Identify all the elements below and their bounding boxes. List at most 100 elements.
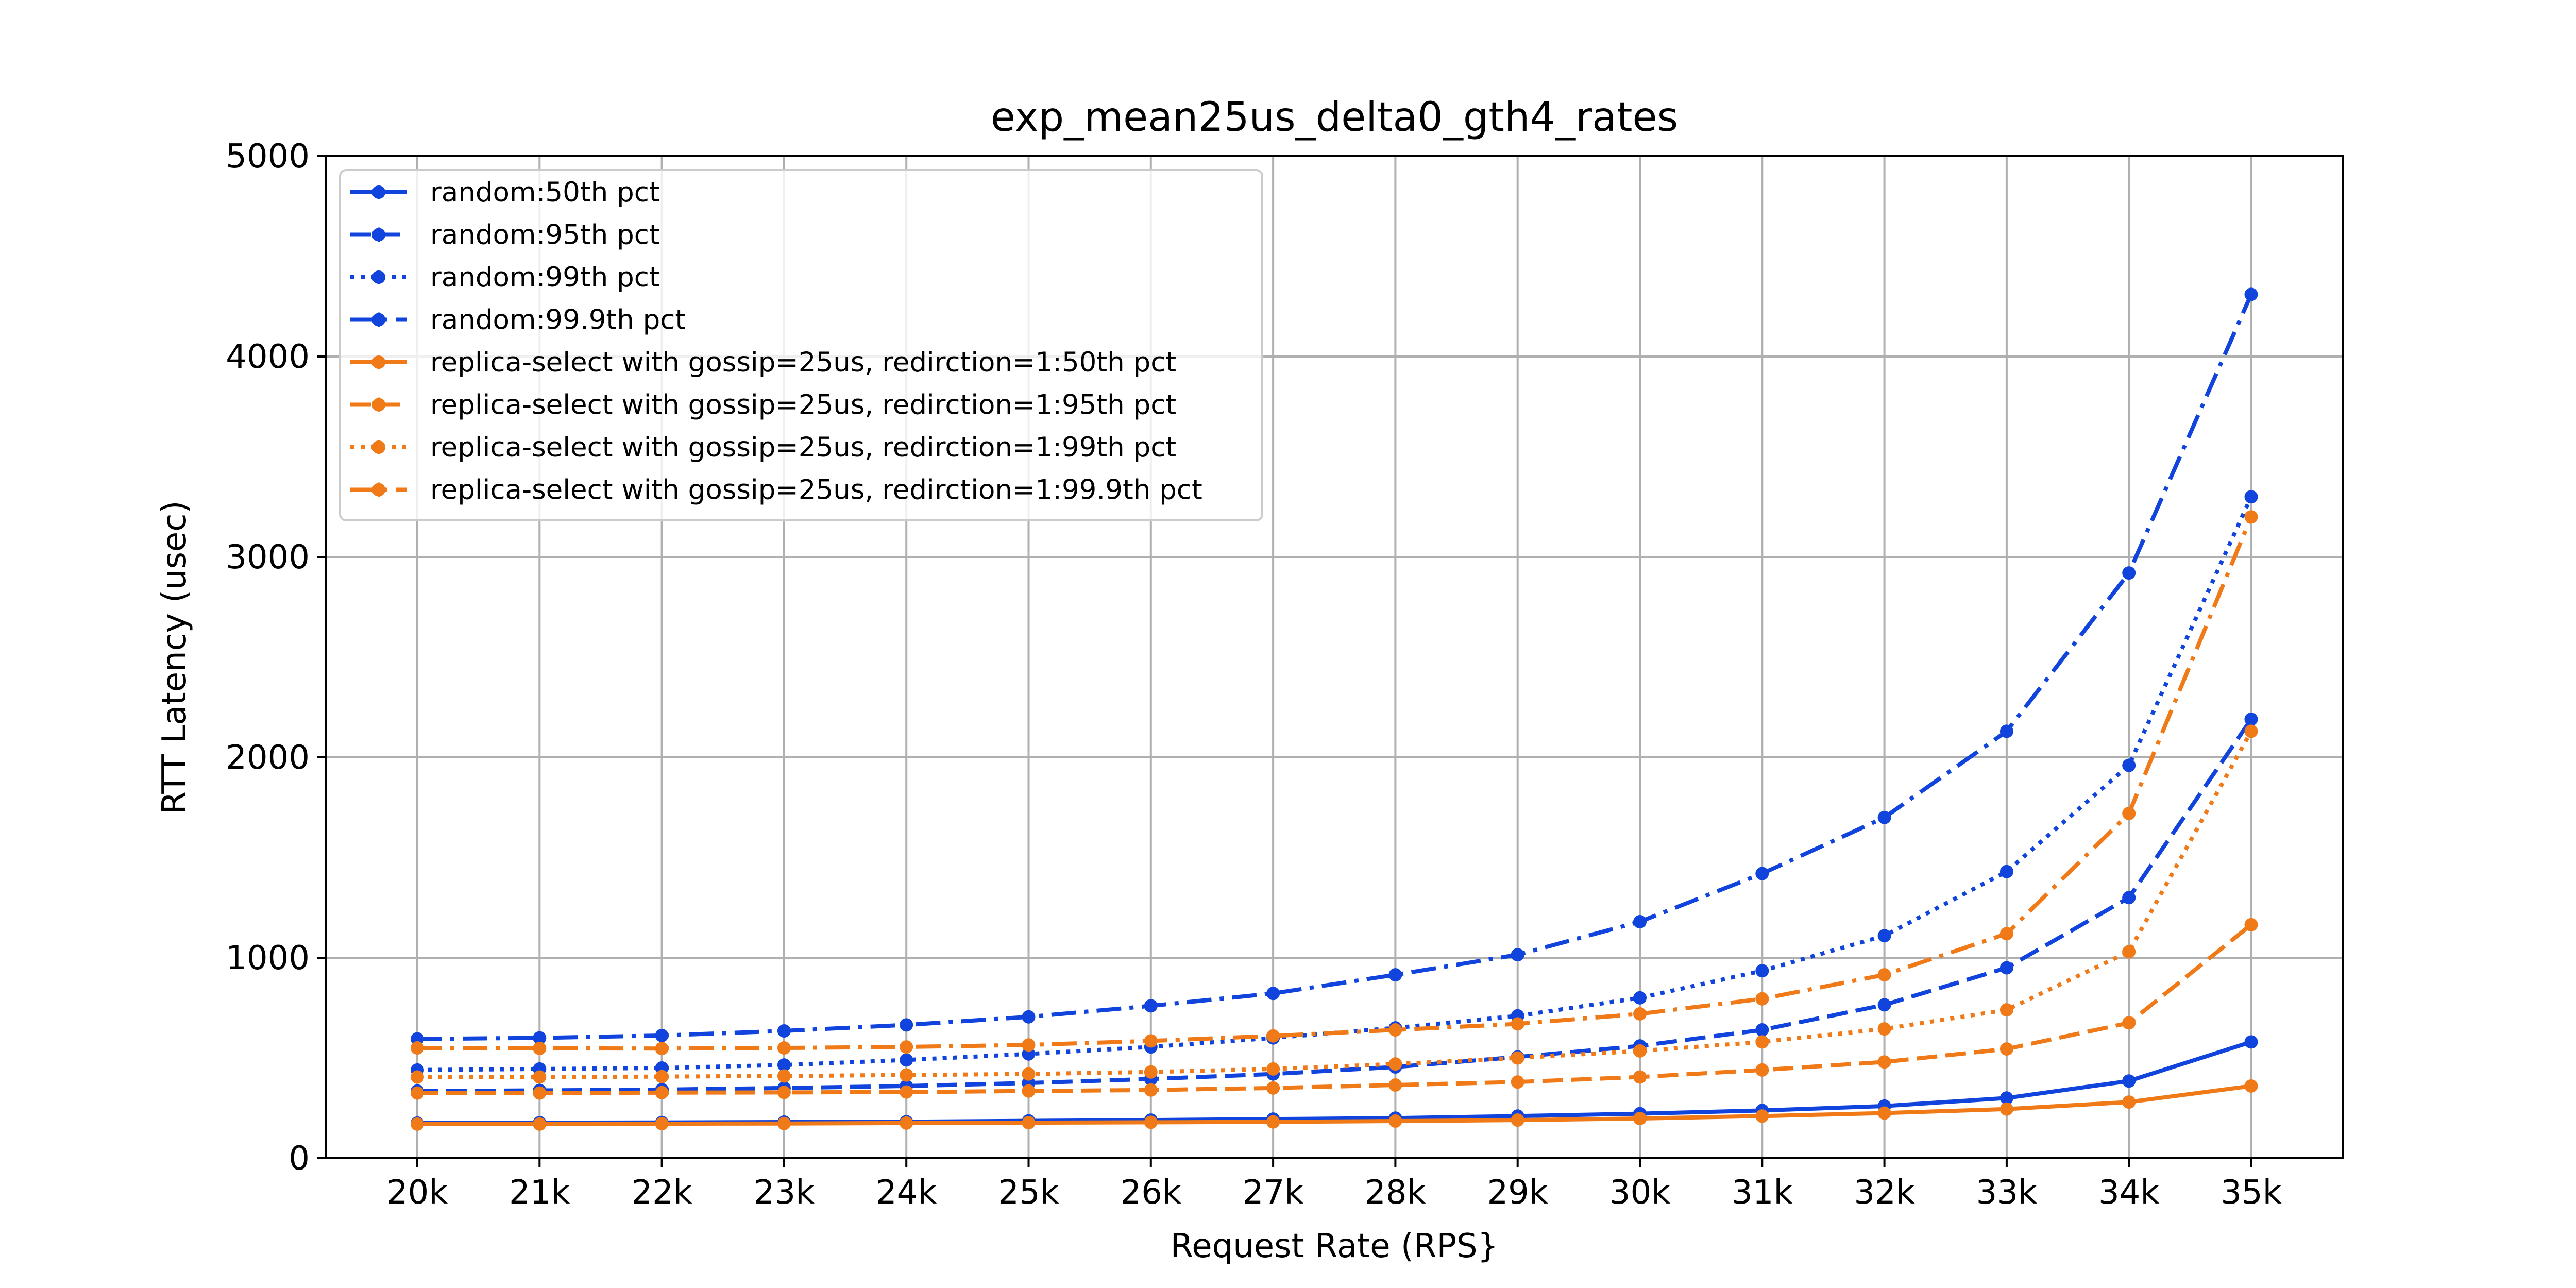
data-point — [1755, 1035, 1769, 1049]
data-point — [1633, 1111, 1647, 1125]
legend-label: replica-select with gossip=25us, redirct… — [430, 432, 1176, 463]
series-layer — [411, 287, 2258, 1131]
legend-label: random:95th pct — [430, 219, 660, 251]
y-tick-label: 4000 — [226, 338, 310, 376]
data-point — [2122, 758, 2136, 772]
legend-marker — [372, 185, 385, 199]
y-tick-label: 2000 — [226, 739, 310, 777]
data-point — [411, 1117, 424, 1131]
legend-label: random:99.9th pct — [430, 304, 686, 336]
data-point — [777, 1058, 791, 1072]
data-point — [1266, 987, 1280, 1001]
data-point — [900, 1068, 913, 1082]
legend-item: replica-select with gossip=25us, redirct… — [350, 432, 1176, 463]
data-point — [1877, 810, 1891, 824]
data-point — [533, 1117, 547, 1131]
data-point — [1755, 964, 1769, 978]
legend-marker — [372, 228, 385, 242]
data-point — [1999, 961, 2013, 975]
data-point — [1022, 1038, 1036, 1052]
legend-label: random:50th pct — [430, 177, 660, 208]
data-point — [411, 1041, 424, 1055]
x-tick-label: 23k — [754, 1174, 815, 1212]
x-tick-label: 32k — [1854, 1174, 1915, 1212]
data-point — [1877, 1055, 1891, 1069]
legend-box — [339, 169, 1263, 521]
series-7 — [411, 724, 2258, 1084]
legend-item: random:95th pct — [350, 219, 660, 251]
y-tick-label: 1000 — [226, 939, 310, 977]
legend-label: replica-select with gossip=25us, redirct… — [430, 389, 1176, 421]
y-axis: 0 1000 2000 3000 4000 5000 — [226, 138, 326, 1178]
legend-item: random:99th pct — [350, 262, 660, 293]
legend-marker — [372, 440, 385, 454]
data-point — [2122, 806, 2136, 820]
data-point — [1511, 1113, 1524, 1127]
x-tick-label: 27k — [1243, 1174, 1304, 1212]
data-point — [1877, 998, 1891, 1012]
data-point — [533, 1031, 547, 1045]
data-point — [1511, 1017, 1524, 1031]
data-point — [2122, 566, 2136, 580]
data-point — [1144, 1034, 1158, 1048]
data-point — [1633, 1007, 1647, 1021]
data-point — [1877, 1106, 1891, 1120]
legend: random:50th pct random:95th pct random:99t… — [339, 169, 1263, 521]
x-tick-label: 26k — [1121, 1174, 1182, 1212]
chart-title: exp_mean25us_delta0_gth4_rates — [991, 94, 1678, 141]
data-point — [1144, 1115, 1158, 1129]
data-point — [1999, 1102, 2013, 1116]
data-point — [533, 1041, 547, 1055]
data-point — [1877, 929, 1891, 943]
data-point — [2244, 1079, 2258, 1093]
data-point — [2244, 510, 2258, 524]
x-tick-label: 34k — [2098, 1174, 2160, 1212]
data-point — [900, 1116, 913, 1130]
data-point — [655, 1117, 669, 1131]
data-point — [655, 1086, 669, 1099]
data-point — [533, 1070, 547, 1084]
series-line — [417, 718, 2253, 1093]
series-line — [417, 293, 2253, 1041]
data-point — [1266, 1029, 1280, 1043]
data-point — [1999, 865, 2013, 878]
legend-marker — [372, 398, 385, 412]
data-point — [411, 1086, 424, 1100]
legend-item: replica-select with gossip=25us, redirct… — [350, 347, 1176, 378]
data-point — [1633, 1044, 1647, 1058]
data-point — [1266, 1081, 1280, 1095]
data-point — [1511, 1051, 1524, 1065]
data-point — [655, 1070, 669, 1083]
series-6 — [411, 918, 2258, 1100]
data-point — [2244, 287, 2258, 301]
data-point — [2244, 724, 2258, 738]
data-point — [777, 1041, 791, 1055]
series-4 — [411, 287, 2258, 1046]
x-tick-label: 29k — [1487, 1174, 1548, 1212]
data-point — [1388, 1114, 1402, 1128]
data-point — [777, 1069, 791, 1083]
data-point — [900, 1053, 913, 1067]
data-point — [900, 1085, 913, 1099]
x-axis-label: Request Rate (RPS} — [1171, 1227, 1499, 1265]
data-point — [900, 1040, 913, 1054]
data-point — [2122, 891, 2136, 905]
data-point — [1511, 1075, 1524, 1089]
legend-label: replica-select with gossip=25us, redirct… — [430, 474, 1202, 506]
x-tick-label: 31k — [1732, 1174, 1793, 1212]
series-line — [417, 516, 2253, 1051]
data-point — [1144, 1083, 1158, 1097]
x-tick-label: 33k — [1976, 1174, 2038, 1212]
data-point — [1999, 724, 2013, 738]
plot-frame — [325, 155, 2344, 1159]
data-point — [777, 1116, 791, 1130]
legend-label: random:99th pct — [430, 262, 660, 293]
data-point — [1022, 1116, 1036, 1130]
data-point — [1999, 1091, 2013, 1105]
legend-marker — [372, 313, 385, 327]
x-axis: 20k 21k 22k 23k 24k 25k 26k 27k 28k 29k 30k 31k 32k 3… — [387, 1158, 2282, 1212]
series-line — [417, 923, 2253, 1095]
data-point — [533, 1086, 547, 1100]
data-point — [2122, 1095, 2136, 1109]
